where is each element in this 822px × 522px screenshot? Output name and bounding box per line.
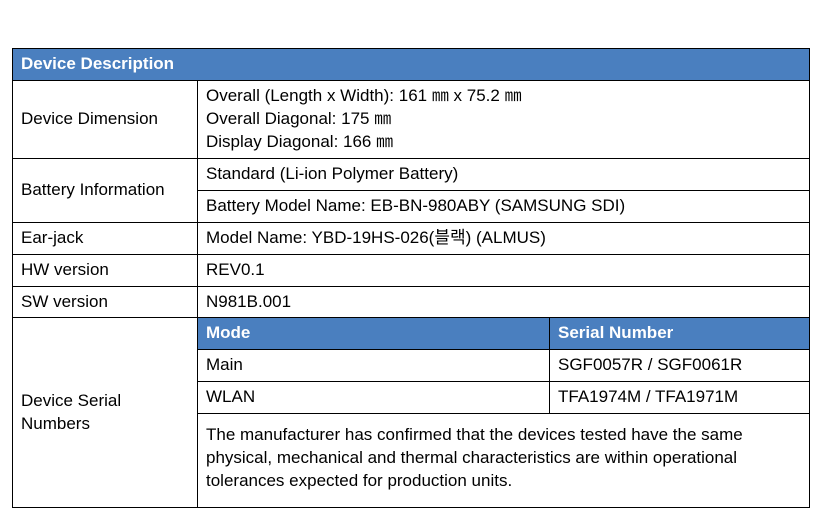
label-battery: Battery Information xyxy=(13,158,198,222)
row-sw: SW version N981B.001 xyxy=(13,286,810,318)
label-sw: SW version xyxy=(13,286,198,318)
table-title: Device Description xyxy=(13,49,810,81)
label-serials: Device Serial Numbers xyxy=(13,318,198,508)
col-serial-header: Serial Number xyxy=(550,318,810,350)
row-earjack: Ear-jack Model Name: YBD-19HS-026(블랙) (A… xyxy=(13,222,810,254)
row-dimension: Device Dimension Overall (Length x Width… xyxy=(13,80,810,158)
table-title-row: Device Description xyxy=(13,49,810,81)
value-battery-model: Battery Model Name: EB-BN-980ABY (SAMSUN… xyxy=(198,190,810,222)
label-dimension: Device Dimension xyxy=(13,80,198,158)
mode-wlan: WLAN xyxy=(198,382,550,414)
mode-main: Main xyxy=(198,350,550,382)
serial-wlan: TFA1974M / TFA1971M xyxy=(550,382,810,414)
value-sw: N981B.001 xyxy=(198,286,810,318)
table-container: Device Description Device Dimension Over… xyxy=(0,0,822,508)
value-battery-standard: Standard (Li-ion Polymer Battery) xyxy=(198,158,810,190)
row-serial-header: Device Serial Numbers Mode Serial Number xyxy=(13,318,810,350)
serial-note: The manufacturer has confirmed that the … xyxy=(198,414,810,508)
serial-main: SGF0057R / SGF0061R xyxy=(550,350,810,382)
col-mode-header: Mode xyxy=(198,318,550,350)
label-hw: HW version xyxy=(13,254,198,286)
value-hw: REV0.1 xyxy=(198,254,810,286)
value-earjack: Model Name: YBD-19HS-026(블랙) (ALMUS) xyxy=(198,222,810,254)
value-dimension: Overall (Length x Width): 161 ㎜ x 75.2 ㎜… xyxy=(198,80,810,158)
label-earjack: Ear-jack xyxy=(13,222,198,254)
row-hw: HW version REV0.1 xyxy=(13,254,810,286)
device-description-table: Device Description Device Dimension Over… xyxy=(12,48,810,508)
row-battery-1: Battery Information Standard (Li-ion Pol… xyxy=(13,158,810,190)
